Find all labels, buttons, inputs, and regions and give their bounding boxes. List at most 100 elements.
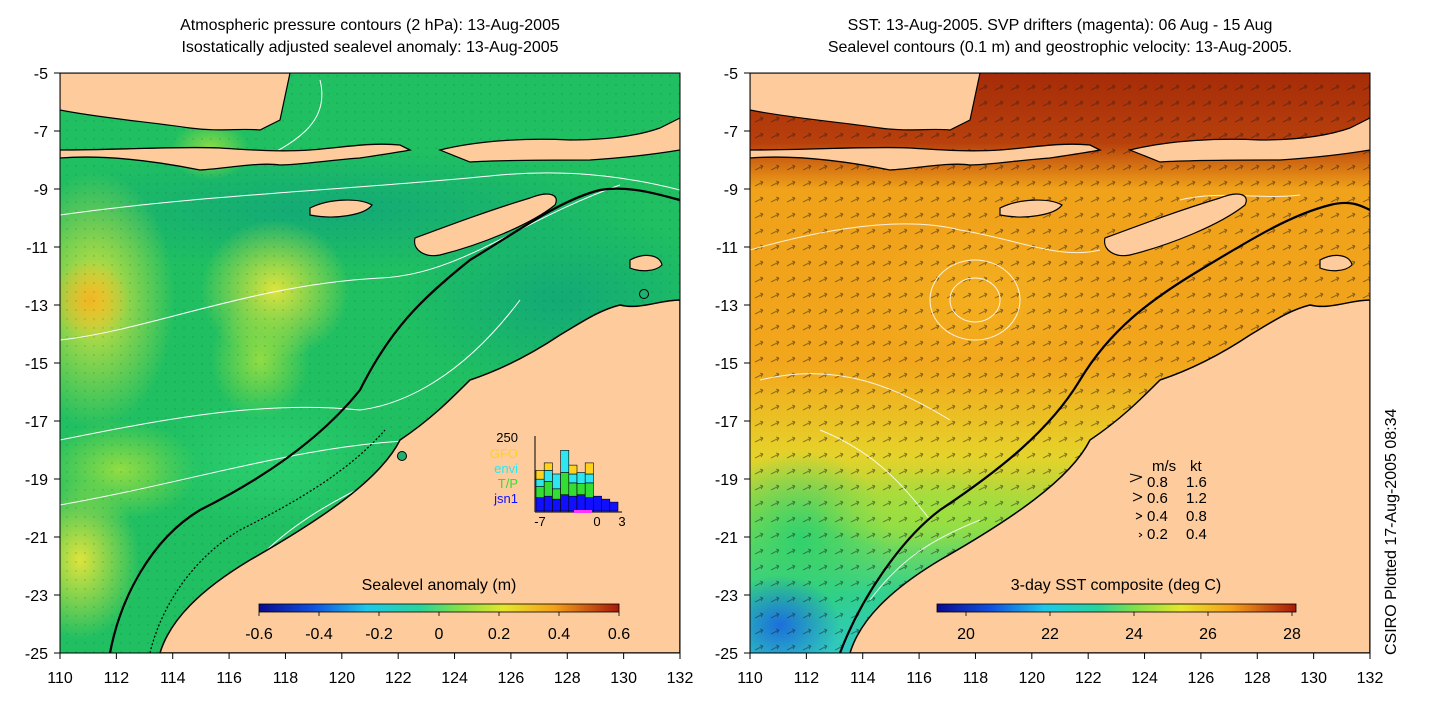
velocity-legend-header-kt: kt xyxy=(1190,458,1203,475)
shelf-isobath xyxy=(108,187,680,653)
right-lat-tick-label: -7 xyxy=(724,124,738,141)
right-lon-tick-label: 114 xyxy=(850,670,876,687)
inset-bar-segment xyxy=(560,472,570,496)
inset-legend-gfo: GFO xyxy=(490,446,518,461)
left-title-line1: Atmospheric pressure contours (2 hPa): 1… xyxy=(180,17,560,34)
sst-java-land xyxy=(750,73,981,131)
right-colorbar-tick-label: 28 xyxy=(1283,626,1301,643)
inset-bar-segment xyxy=(584,482,594,498)
inset-bar-segment xyxy=(543,462,553,471)
right-lon-tick-label: 116 xyxy=(906,670,932,687)
left-colorbar-tick-label: 0.6 xyxy=(608,626,630,643)
velocity-legend-kt: 1.6 xyxy=(1186,474,1207,491)
left-map xyxy=(60,73,680,653)
inset-legend-jsn1: jsn1 xyxy=(493,491,518,506)
right-lon-tick-label: 122 xyxy=(1075,670,1102,687)
left-colorbar-ticks xyxy=(258,612,620,616)
right-colorbar: 3-day SST composite (deg C) 20 22 24 26 … xyxy=(936,577,1301,643)
left-colorbar-bar xyxy=(258,603,620,613)
left-colorbar-tick-label: 0 xyxy=(435,626,444,643)
velocity-legend-kt: 0.8 xyxy=(1186,508,1207,525)
right-lat-tick-label: -9 xyxy=(724,182,738,199)
bali-lombok-land xyxy=(60,143,412,171)
velocity-legend-arrow xyxy=(1132,492,1143,502)
tide-gauge-darwin xyxy=(639,289,649,299)
inset-bar-segment xyxy=(535,486,545,498)
left-colorbar-tick-label: 0.2 xyxy=(488,626,510,643)
right-lon-tick-label: 120 xyxy=(1018,670,1045,687)
right-colorbar-tick-label: 22 xyxy=(1041,626,1059,643)
left-lon-tick-label: 126 xyxy=(498,670,525,687)
right-lat-tick-label: -5 xyxy=(724,66,738,83)
left-lon-tick-label: 110 xyxy=(47,670,73,687)
right-lat-tick-label: -17 xyxy=(715,414,738,431)
right-title-line2: Sealevel contours (0.1 m) and geostrophi… xyxy=(827,39,1293,56)
inset-bars xyxy=(535,450,619,512)
right-lon-tick-label: 112 xyxy=(794,670,820,687)
inset-bar-segment xyxy=(609,501,619,512)
left-lon-tick-label: 120 xyxy=(328,670,355,687)
left-lon-tick-label: 128 xyxy=(554,670,581,687)
inset-bar-segment xyxy=(552,473,561,490)
left-lat-tick-label: -5 xyxy=(34,66,48,83)
sst-bali-lombok-land xyxy=(750,143,1102,171)
inset-bar-segment xyxy=(568,473,578,484)
velocity-legend-header-ms: m/s xyxy=(1152,458,1176,475)
inset-x-tick: -7 xyxy=(534,514,546,529)
inset-legend-envi: envi xyxy=(494,461,518,476)
right-lon-tick-label: 110 xyxy=(737,670,763,687)
sumba-land xyxy=(309,199,373,218)
inset-bar-segment xyxy=(560,494,570,512)
right-map xyxy=(750,73,1370,653)
sst-timor-land xyxy=(1104,193,1247,257)
left-lat-tick-label: -23 xyxy=(25,588,48,605)
velocity-legend-ms: 0.6 xyxy=(1147,490,1168,507)
inset-bar-segment xyxy=(593,495,602,512)
left-colorbar-tick-label: -0.6 xyxy=(245,626,273,643)
inset-bar-segment xyxy=(543,481,553,497)
sst-island-east xyxy=(1319,254,1353,272)
sst-shelf-isobath xyxy=(838,201,1370,653)
right-colorbar-bar xyxy=(936,603,1297,613)
left-colorbar-tick-label: 0.4 xyxy=(548,626,570,643)
sealevel-contours xyxy=(750,194,1301,601)
left-lon-tick-label: 114 xyxy=(160,670,186,687)
inset-bar-segment xyxy=(552,498,561,512)
velocity-legend-kt: 1.2 xyxy=(1186,490,1207,507)
java-land xyxy=(60,73,291,131)
inset-bar-segment xyxy=(576,472,586,484)
left-title-line2: Isostatically adjusted sealevel anomaly:… xyxy=(181,39,559,56)
inset-bar-segment xyxy=(584,473,594,484)
island-east xyxy=(629,254,663,272)
inset-bar-segment xyxy=(535,497,545,512)
right-colorbar-tick-label: 26 xyxy=(1199,626,1217,643)
left-lon-tick-label: 132 xyxy=(667,670,694,687)
left-lon-tick-label: 116 xyxy=(216,670,242,687)
velocity-legend-kt: 0.4 xyxy=(1186,526,1207,543)
australia-land xyxy=(159,299,680,653)
left-colorbar-tick-label: -0.4 xyxy=(305,626,333,643)
left-lat-tick-label: -19 xyxy=(25,472,48,489)
right-lat-tick-label: -11 xyxy=(716,240,738,257)
tide-gauge-broome xyxy=(397,451,407,461)
inset-bar-segment xyxy=(535,478,545,487)
sumbawa-flores-land xyxy=(438,117,680,163)
left-lon-tick-label: 122 xyxy=(385,670,412,687)
right-lat-tick-label: -15 xyxy=(715,356,738,373)
velocity-legend-arrow xyxy=(1129,473,1143,483)
inset-bar-segment xyxy=(552,488,561,500)
sst-sumbawa-flores-land xyxy=(1128,117,1370,163)
inset-bar-segment xyxy=(576,494,586,512)
inset-bar-segment xyxy=(568,482,578,497)
altimeter-coverage-inset: 250 GFO envi T/P jsn1 -7 0 3 xyxy=(490,430,626,529)
velocity-legend-ms: 0.4 xyxy=(1147,508,1168,525)
left-lon-tick-label: 112 xyxy=(104,670,130,687)
right-lon-tick-label: 124 xyxy=(1131,670,1158,687)
right-lat-tick-label: -21 xyxy=(715,530,738,547)
left-lat-tick-label: -15 xyxy=(25,356,48,373)
right-title-line1: SST: 13-Aug-2005. SVP drifters (magenta)… xyxy=(847,17,1273,34)
right-colorbar-tick-label: 20 xyxy=(957,626,975,643)
inset-bar-segment xyxy=(543,495,553,512)
inset-bar-segment xyxy=(568,495,578,512)
